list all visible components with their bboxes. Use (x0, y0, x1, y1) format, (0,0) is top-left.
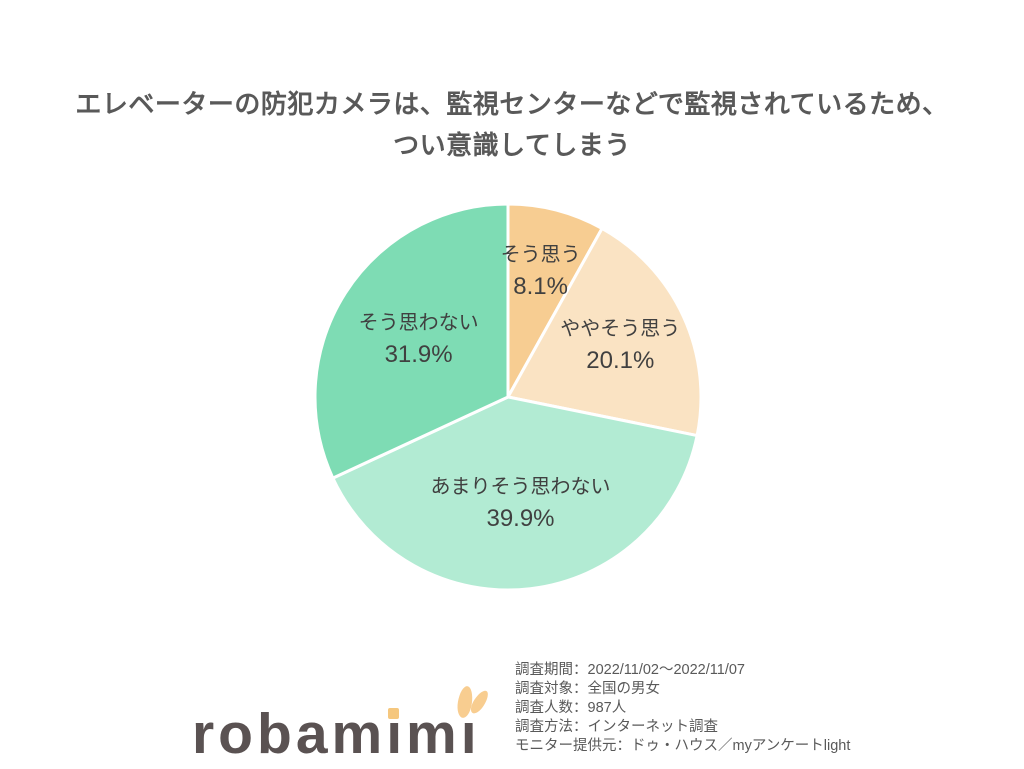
survey-line-period: 調査期間：2022/11/02～2022/11/07 (515, 662, 745, 678)
logo-i-stem: ı (386, 702, 407, 766)
survey-line-method: 調査方法：インターネット調査 (515, 719, 718, 735)
slice-name: ややそう思う (560, 317, 681, 340)
pie-slice-label-4: そう思わない 31.9% (359, 312, 479, 368)
robamimi-logo: robam ı m ı (192, 685, 491, 766)
slice-name: あまりそう思わない (430, 476, 611, 499)
logo-text-robam: robam (192, 702, 387, 766)
slice-percentage: 8.1% (513, 272, 568, 300)
slice-name: そう思わない (358, 311, 479, 334)
pie-slice-2 (506, 226, 703, 438)
logo-letter-i-orange-dot: ı (386, 706, 406, 763)
pie-chart: そう思う 8.1% ややそう思う 20.1% あまりそう思わない 39.9% そう思わない 3… (298, 187, 718, 607)
pie-slice-label-2: ややそう思う 20.1% (560, 318, 680, 374)
slice-name: そう思う (500, 243, 581, 266)
survey-line-monitor: モニター提供元：ドゥ・ハウス／myアンケートlight (515, 738, 851, 754)
survey-line-target: 調査対象：全国の男女 (515, 681, 660, 697)
pie-labels: そう思う 8.1% ややそう思う 20.1% あまりそう思わない 39.9% そう思わない 3… (298, 187, 718, 607)
chart-title: エレベーターの防犯カメラは、監視センターなどで監視されているため、 つい意識して… (0, 84, 1024, 166)
pie-slice-1 (506, 202, 604, 399)
slice-percentage: 31.9% (384, 340, 453, 368)
pie-slice-4 (313, 202, 510, 480)
logo-orange-dot-icon (388, 708, 400, 719)
pie-slice-label-1: そう思う 8.1% (501, 244, 581, 300)
slice-percentage: 39.9% (486, 505, 555, 533)
chart-title-line-1: エレベーターの防犯カメラは、監視センターなどで監視されているため、 (75, 89, 949, 119)
pie-slice-3 (331, 395, 699, 592)
pie-svg (313, 202, 703, 592)
survey-info: 調査期間：2022/11/02～2022/11/07 調査対象：全国の男女 調査… (515, 661, 850, 756)
chart-title-line-2: つい意識してしまう (393, 130, 631, 160)
survey-line-count: 調査人数：987人 (515, 700, 627, 716)
slice-percentage: 20.1% (586, 346, 655, 374)
logo-letter-i-ears: ı (455, 685, 491, 763)
logo-text-m: m (406, 702, 461, 766)
pie-slice-label-3: あまりそう思わない 39.9% (431, 476, 611, 532)
logo-i-stem: ı (460, 702, 481, 766)
